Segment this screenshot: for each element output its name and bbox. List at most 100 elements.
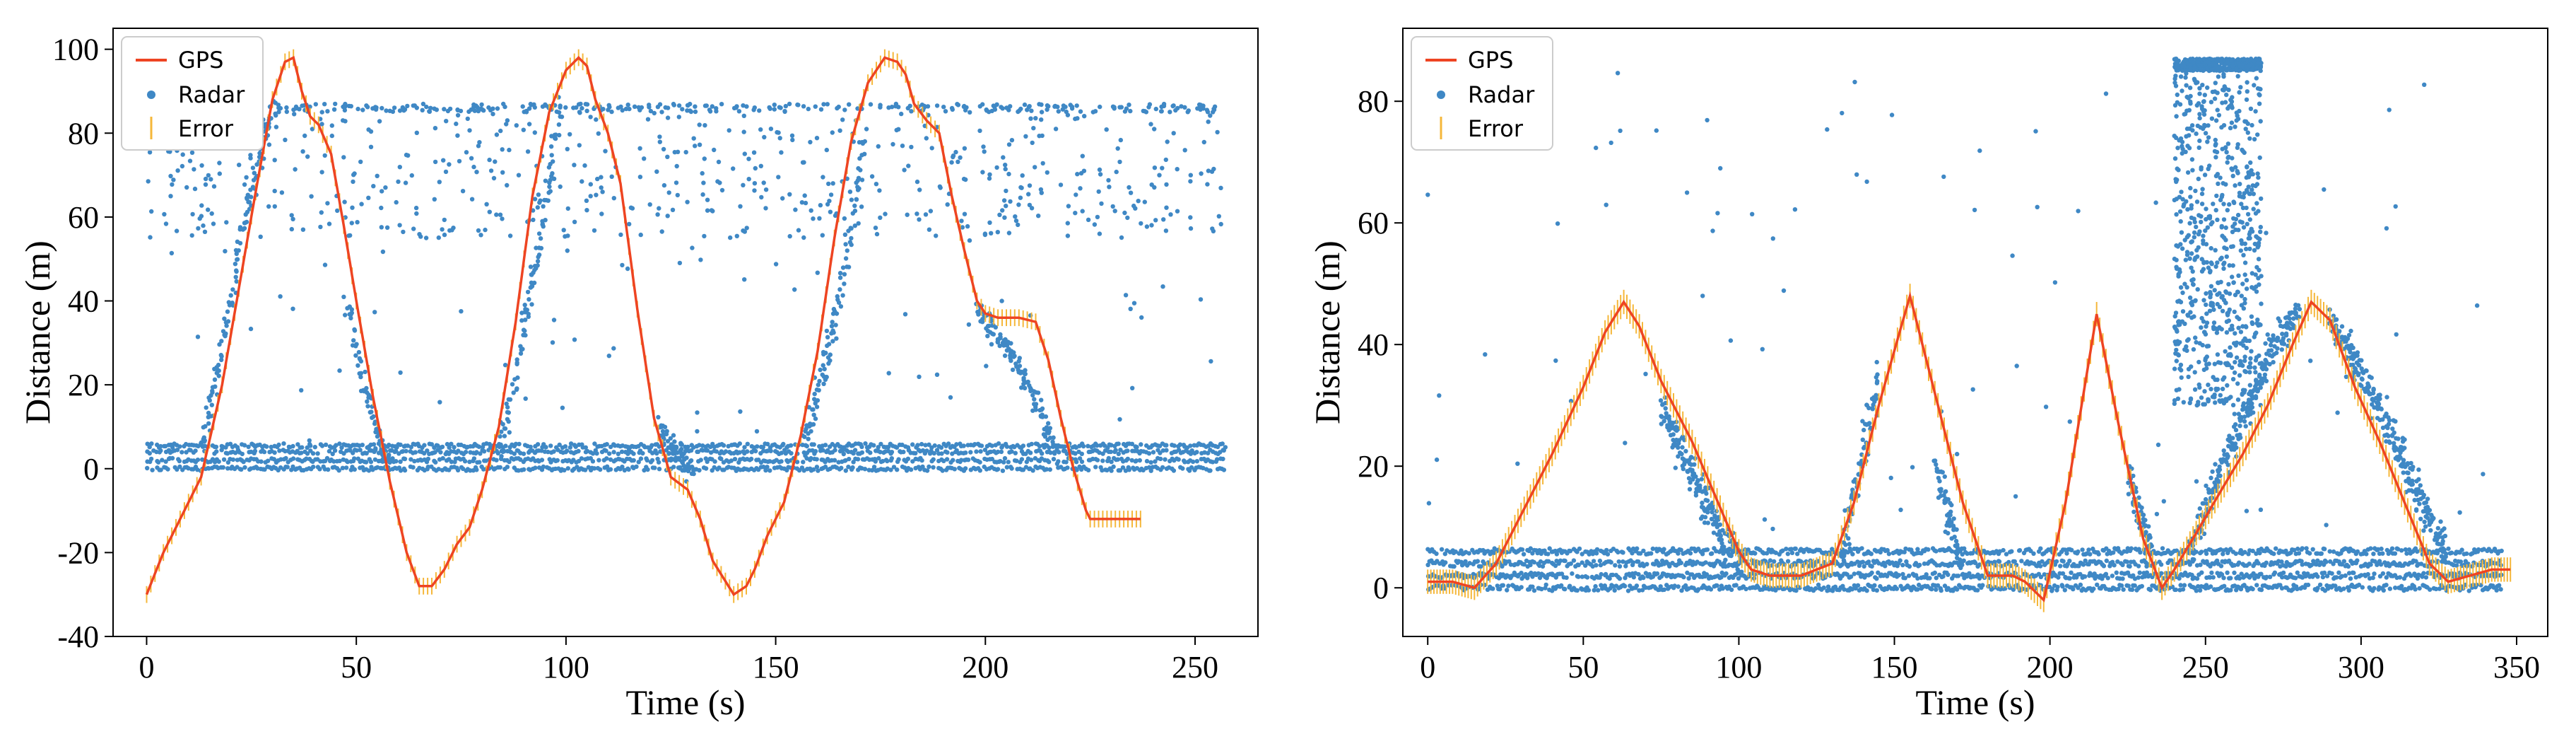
radar-point xyxy=(676,103,682,108)
radar-point xyxy=(432,106,437,111)
radar-point xyxy=(741,129,746,134)
radar-point xyxy=(1031,126,1036,131)
radar-point xyxy=(248,187,253,192)
radar-point xyxy=(313,102,318,107)
radar-point xyxy=(691,471,696,477)
radar-point xyxy=(823,350,828,356)
radar-point xyxy=(348,233,353,238)
radar-point xyxy=(1065,233,1071,238)
radar-point xyxy=(189,150,195,155)
legend-radar-label: Radar xyxy=(178,81,245,108)
radar-point xyxy=(2272,570,2278,575)
radar-point xyxy=(857,156,862,161)
radar-point xyxy=(802,193,807,198)
radar-point xyxy=(2126,583,2131,588)
x-tick-label: 100 xyxy=(543,650,589,685)
radar-point xyxy=(1086,467,1091,472)
radar-point xyxy=(1539,586,1544,592)
radar-point xyxy=(193,448,198,453)
radar-point xyxy=(319,210,324,215)
radar-point xyxy=(914,211,919,216)
radar-point xyxy=(440,455,445,461)
radar-point xyxy=(910,442,915,447)
radar-point xyxy=(704,103,709,108)
radar-point xyxy=(324,455,330,461)
radar-point xyxy=(984,363,989,368)
radar-point xyxy=(2081,562,2086,567)
radar-point xyxy=(533,465,538,470)
radar-point xyxy=(1608,560,1613,565)
radar-point xyxy=(840,293,845,298)
radar-point xyxy=(1074,192,1078,197)
radar-point xyxy=(816,468,821,473)
radar-point xyxy=(1211,107,1217,112)
radar-point xyxy=(1018,195,1023,200)
radar-point xyxy=(300,227,306,232)
radar-point xyxy=(905,456,911,461)
radar-point xyxy=(1080,153,1086,158)
radar-point xyxy=(674,180,679,185)
radar-point xyxy=(510,382,515,387)
radar-point xyxy=(2158,562,2164,567)
radar-point xyxy=(1063,105,1068,110)
radar-point xyxy=(548,443,553,448)
radar-point xyxy=(2148,588,2153,593)
radar-point xyxy=(649,458,655,463)
radar-point xyxy=(582,467,588,472)
radar-point xyxy=(565,233,570,238)
radar-point xyxy=(1519,585,1524,590)
radar-point xyxy=(1676,584,1681,589)
radar-point xyxy=(546,449,551,455)
radar-point xyxy=(365,404,370,409)
radar-point xyxy=(825,102,830,107)
radar-point xyxy=(890,141,895,147)
radar-point xyxy=(447,445,452,450)
radar-point xyxy=(760,445,766,450)
radar-point xyxy=(1047,436,1053,441)
radar-point xyxy=(579,456,584,461)
radar-point xyxy=(723,449,729,454)
radar-point xyxy=(1017,363,1023,368)
radar-point xyxy=(847,240,853,245)
radar-point xyxy=(224,323,229,328)
radar-point xyxy=(1568,583,1572,588)
radar-point xyxy=(678,441,683,446)
radar-point xyxy=(1129,441,1135,446)
radar-point xyxy=(779,459,784,464)
radar-point xyxy=(1208,113,1213,118)
radar-point xyxy=(941,105,946,110)
radar-point xyxy=(684,446,689,452)
radar-point xyxy=(394,199,399,205)
radar-point xyxy=(588,194,593,199)
radar-point xyxy=(934,448,940,453)
radar-point xyxy=(272,450,277,455)
radar-point xyxy=(2121,587,2126,592)
radar-point xyxy=(2069,570,2074,575)
radar-point xyxy=(1117,468,1123,473)
radar-point xyxy=(368,129,374,134)
radar-point xyxy=(573,444,578,449)
radar-point xyxy=(795,102,800,107)
radar-point xyxy=(1617,576,1623,581)
radar-point xyxy=(1026,192,1031,197)
radar-point xyxy=(792,287,797,292)
radar-point xyxy=(1054,461,1060,466)
radar-point xyxy=(498,128,503,134)
radar-point xyxy=(2137,570,2142,575)
radar-point xyxy=(413,205,419,211)
radar-point xyxy=(300,445,305,450)
radar-point xyxy=(281,441,286,446)
radar-point xyxy=(1634,583,1640,588)
radar-point xyxy=(845,248,850,253)
radar-point xyxy=(351,179,355,185)
radar-point xyxy=(1443,560,1448,565)
radar-point xyxy=(148,456,154,462)
radar-point xyxy=(830,130,835,135)
radar-point xyxy=(305,154,310,159)
radar-point xyxy=(2062,588,2067,593)
radar-point xyxy=(494,212,499,217)
radar-point xyxy=(2368,562,2373,567)
radar-point xyxy=(664,431,669,437)
radar-point xyxy=(420,101,426,107)
radar-point xyxy=(408,457,413,462)
